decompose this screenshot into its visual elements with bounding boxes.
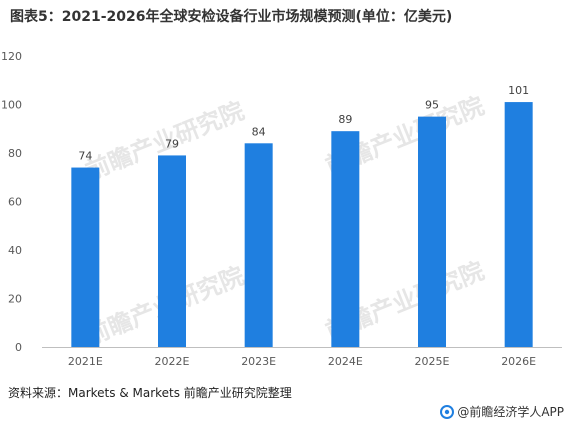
x-axis: 2021E 2022E 2023E 2024E 2025E 2026E bbox=[68, 355, 536, 368]
y-tick-label: 20 bbox=[8, 293, 22, 306]
bar bbox=[71, 167, 100, 347]
data-label: 74 bbox=[78, 150, 92, 163]
bar bbox=[331, 131, 360, 347]
x-tick-label: 2022E bbox=[155, 355, 190, 368]
bar bbox=[158, 155, 186, 347]
x-tick-label: 2024E bbox=[328, 355, 363, 368]
y-tick-label: 40 bbox=[8, 244, 22, 257]
bar bbox=[504, 102, 533, 347]
chart-title: 图表5：2021-2026年全球安检设备行业市场规模预测(单位：亿美元) bbox=[10, 9, 453, 25]
bar bbox=[418, 116, 446, 347]
y-tick-label: 0 bbox=[15, 341, 22, 354]
y-axis: 0 20 40 60 80 100 120 bbox=[1, 50, 22, 354]
brand-text: @前瞻经济学人APP bbox=[457, 405, 564, 419]
y-tick-label: 100 bbox=[1, 99, 22, 112]
y-tick-label: 120 bbox=[1, 50, 22, 63]
bars-group: 74 79 84 89 95 101 bbox=[71, 84, 533, 347]
bar bbox=[244, 143, 273, 347]
data-label: 79 bbox=[165, 137, 179, 150]
brand-logo-icon bbox=[440, 404, 455, 419]
data-label: 101 bbox=[508, 84, 529, 97]
brand-footer: @前瞻经济学人APP bbox=[440, 403, 564, 420]
x-tick-label: 2023E bbox=[241, 355, 276, 368]
x-tick-label: 2021E bbox=[68, 355, 103, 368]
data-label: 89 bbox=[338, 113, 352, 126]
source-note: 资料来源：Markets & Markets 前瞻产业研究院整理 bbox=[8, 386, 292, 400]
data-label: 84 bbox=[252, 125, 266, 138]
y-tick-label: 80 bbox=[8, 147, 22, 160]
x-tick-label: 2026E bbox=[501, 355, 536, 368]
x-tick-label: 2025E bbox=[415, 355, 450, 368]
y-tick-label: 60 bbox=[8, 196, 22, 209]
data-label: 95 bbox=[425, 99, 439, 112]
